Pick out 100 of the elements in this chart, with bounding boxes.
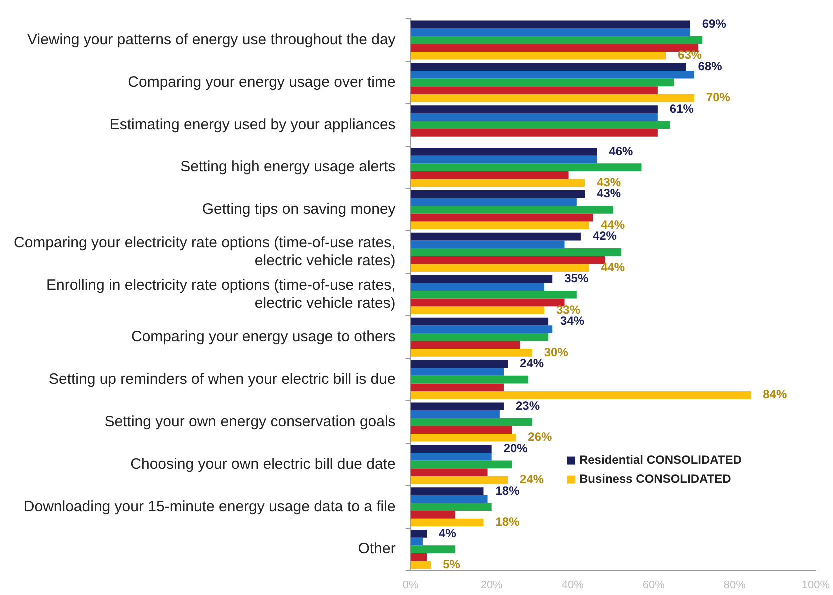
data-label: 18% <box>496 484 520 498</box>
y-tick-label: Enrolling in electricity rate options (time-of-use rates, electric vehicle rates) <box>46 277 396 312</box>
data-label: 24% <box>520 472 544 487</box>
data-label: 4% <box>439 526 457 540</box>
y-tick-label: Choosing your own electric bill due date <box>130 456 396 473</box>
y-tick-label: Comparing your energy usage to others <box>131 328 396 346</box>
bar <box>410 476 508 484</box>
y-tick-label: Estimating energy used by your appliances <box>110 116 396 134</box>
y-tick-label: Viewing your patterns of energy use throughout the day <box>28 31 396 48</box>
bar <box>410 28 690 36</box>
bar <box>410 190 586 198</box>
bar <box>410 460 512 469</box>
data-label: 44% <box>601 260 626 274</box>
data-label: 34% <box>560 314 585 328</box>
bar <box>410 488 484 496</box>
bar <box>410 349 532 357</box>
bar <box>410 248 622 256</box>
y-tick-label: Comparing your electricity rate options (time-of-use rates, electric vehicle rates) <box>14 234 396 270</box>
bar <box>410 206 614 214</box>
legend-label: Business CONSOLIDATED <box>579 472 732 486</box>
bar <box>410 376 528 384</box>
bar <box>410 452 492 461</box>
bar <box>410 171 569 180</box>
bar <box>410 20 690 29</box>
data-label: 24% <box>520 356 544 370</box>
bar <box>410 410 500 418</box>
data-label: 23% <box>516 398 540 413</box>
bar <box>410 198 577 206</box>
bar <box>410 306 544 314</box>
y-tick-label: Downloading your 15-minute energy usage data to a file <box>24 498 396 516</box>
bar <box>410 530 428 538</box>
bar <box>410 553 428 562</box>
y-tick-label: Comparing your energy usage over time <box>128 74 396 91</box>
bar <box>410 503 492 512</box>
bar <box>410 333 549 342</box>
data-label: 69% <box>702 16 727 31</box>
bar <box>410 240 565 249</box>
bar <box>410 445 492 453</box>
bar <box>410 326 553 334</box>
bar <box>410 113 658 122</box>
bar <box>410 232 581 241</box>
x-tick-label: 60% <box>642 579 666 592</box>
bar <box>410 214 594 222</box>
x-tick-label: 80% <box>724 579 746 592</box>
bar <box>410 495 488 504</box>
bar <box>410 179 586 188</box>
data-label: 30% <box>544 345 569 360</box>
data-label: 84% <box>763 388 788 402</box>
data-label: 18% <box>496 515 520 530</box>
bar <box>410 78 674 87</box>
bar <box>410 341 520 350</box>
data-label: 26% <box>528 430 552 444</box>
bar <box>410 468 488 476</box>
bar <box>410 36 702 44</box>
bar <box>410 538 423 546</box>
bar <box>410 264 590 272</box>
legend-label: Residential CONSOLIDATED <box>579 453 742 468</box>
bar <box>410 164 642 172</box>
bar <box>410 426 512 434</box>
bar <box>410 561 432 570</box>
bar <box>410 63 686 71</box>
data-label: 5% <box>443 558 461 572</box>
bar <box>410 511 456 519</box>
data-label: 43% <box>597 175 622 190</box>
x-tick-label: 40% <box>562 579 584 592</box>
bar <box>410 44 698 52</box>
bar <box>410 256 606 264</box>
bar <box>410 86 658 94</box>
bar <box>410 106 658 114</box>
data-label: 20% <box>504 441 528 456</box>
bar <box>410 148 598 156</box>
bar <box>410 52 666 60</box>
bar <box>410 546 456 554</box>
bar <box>410 392 752 400</box>
data-label: 42% <box>592 229 618 244</box>
bar <box>410 283 544 291</box>
bar <box>410 318 549 326</box>
bar <box>410 275 553 284</box>
data-label: 70% <box>706 90 731 105</box>
bar <box>410 434 516 442</box>
bar <box>410 70 694 79</box>
data-label: 61% <box>670 102 694 116</box>
bar <box>410 402 504 411</box>
bar <box>410 418 532 426</box>
bar <box>410 368 504 376</box>
bar <box>410 129 658 137</box>
x-tick-label: 100% <box>802 579 830 592</box>
y-tick-label: Other <box>358 540 396 558</box>
x-tick-label: 0% <box>402 579 419 592</box>
data-label: 33% <box>556 302 581 317</box>
bar <box>410 94 694 102</box>
y-tick-label: Setting your own energy conservation goals <box>104 413 396 430</box>
bar <box>410 518 484 527</box>
bar <box>410 121 670 130</box>
bar <box>410 290 577 299</box>
y-tick-label: Setting high energy usage alerts <box>180 158 396 176</box>
data-label: 44% <box>601 218 626 232</box>
y-tick-label: Getting tips on saving money <box>202 201 396 218</box>
x-tick-label: 20% <box>480 579 504 592</box>
bar <box>410 360 508 368</box>
